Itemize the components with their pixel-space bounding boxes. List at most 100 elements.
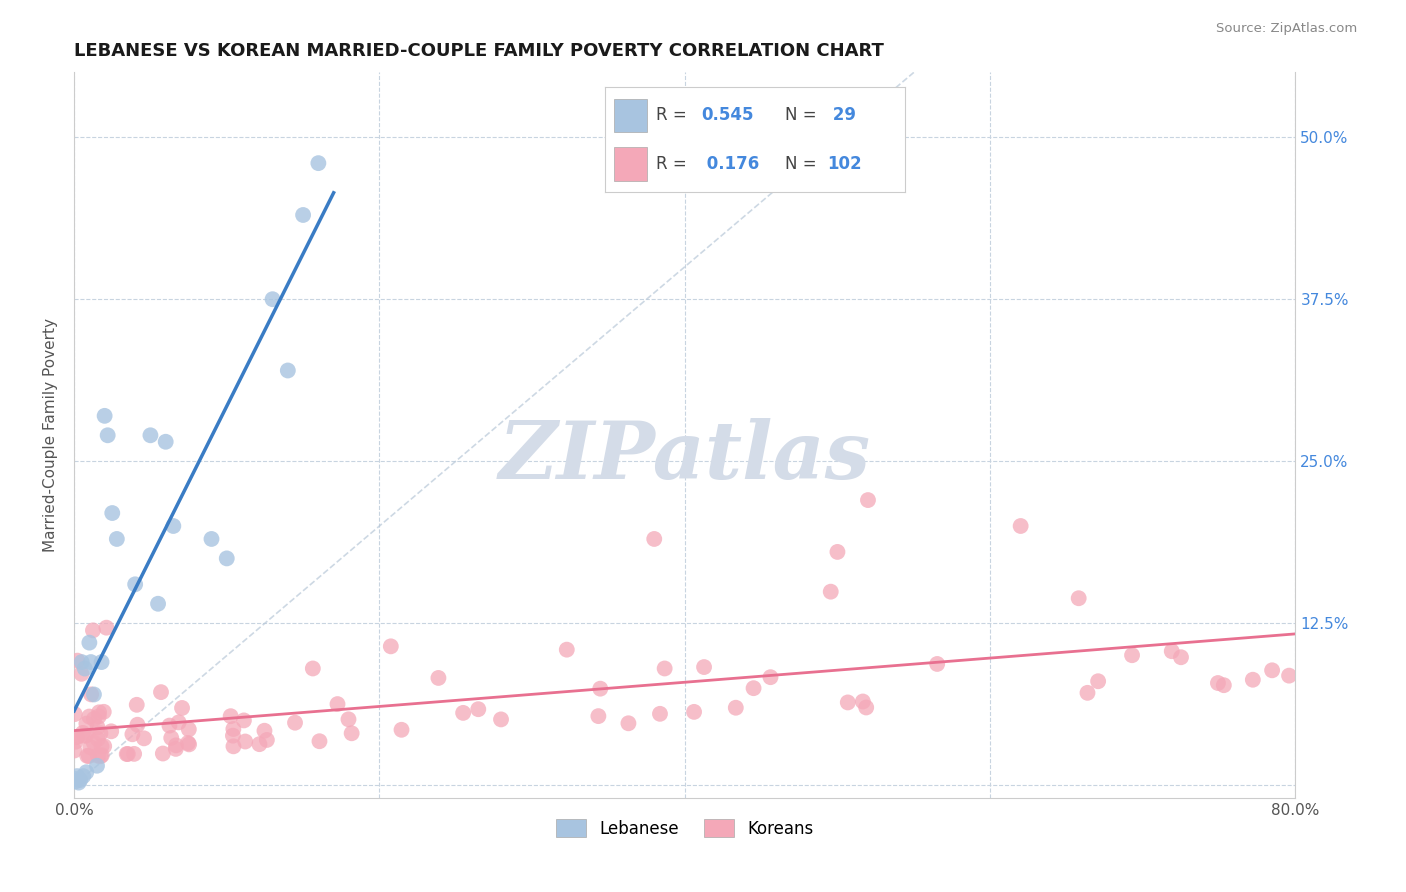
- Point: [167, 715, 190, 730]
- Y-axis label: Married-Couple Family Poverty: Married-Couple Family Poverty: [44, 318, 58, 552]
- Point: [139, 428, 162, 442]
- Point: [122, 747, 145, 761]
- Point: [72, 726, 94, 740]
- Point: [249, 737, 271, 751]
- Point: [80, 655, 103, 669]
- Point: [105, 532, 128, 546]
- Point: [77, 709, 100, 723]
- Point: [232, 714, 254, 728]
- Point: [69, 772, 91, 787]
- Point: [65, 774, 87, 789]
- Point: [855, 700, 877, 714]
- Point: [72, 769, 94, 783]
- Point: [683, 705, 706, 719]
- Point: [391, 723, 413, 737]
- Point: [160, 731, 183, 745]
- Point: [724, 700, 747, 714]
- Point: [66, 730, 89, 744]
- Point: [65, 730, 87, 744]
- Point: [93, 409, 115, 423]
- Point: [1067, 591, 1090, 606]
- Point: [820, 584, 842, 599]
- Text: Source: ZipAtlas.com: Source: ZipAtlas.com: [1216, 22, 1357, 36]
- Point: [155, 434, 177, 449]
- Point: [308, 734, 330, 748]
- Point: [827, 545, 849, 559]
- Point: [340, 726, 363, 740]
- Point: [301, 661, 323, 675]
- Point: [222, 722, 245, 736]
- Point: [856, 493, 879, 508]
- Point: [66, 769, 89, 783]
- Point: [76, 748, 98, 763]
- Point: [77, 749, 100, 764]
- Point: [79, 740, 101, 755]
- Point: [589, 681, 612, 696]
- Point: [75, 765, 97, 780]
- Point: [177, 736, 200, 750]
- Point: [67, 775, 90, 789]
- Point: [86, 758, 108, 772]
- Point: [90, 655, 112, 669]
- Point: [79, 635, 101, 649]
- Point: [326, 697, 349, 711]
- Point: [73, 729, 96, 743]
- Point: [1160, 644, 1182, 658]
- Point: [617, 716, 640, 731]
- Point: [165, 739, 187, 753]
- Point: [1241, 673, 1264, 687]
- Point: [588, 709, 610, 723]
- Point: [165, 742, 187, 756]
- Point: [1121, 648, 1143, 663]
- Point: [262, 292, 284, 306]
- Point: [215, 551, 238, 566]
- Point: [233, 734, 256, 748]
- Point: [837, 695, 859, 709]
- Point: [117, 747, 139, 761]
- Point: [83, 736, 105, 750]
- Point: [852, 694, 875, 708]
- Point: [451, 706, 474, 720]
- Point: [89, 726, 111, 740]
- Point: [1278, 668, 1301, 682]
- Point: [177, 737, 200, 751]
- Point: [115, 747, 138, 761]
- Point: [83, 688, 105, 702]
- Point: [170, 701, 193, 715]
- Point: [654, 661, 676, 675]
- Point: [427, 671, 450, 685]
- Point: [1170, 650, 1192, 665]
- Point: [284, 715, 307, 730]
- Point: [93, 705, 115, 719]
- Point: [489, 713, 512, 727]
- Point: [97, 428, 120, 442]
- Point: [380, 640, 402, 654]
- Point: [150, 685, 173, 699]
- Text: ZIPatlas: ZIPatlas: [499, 418, 870, 496]
- Point: [337, 712, 360, 726]
- Point: [63, 743, 86, 757]
- Point: [86, 720, 108, 734]
- Text: LEBANESE VS KOREAN MARRIED-COUPLE FAMILY POVERTY CORRELATION CHART: LEBANESE VS KOREAN MARRIED-COUPLE FAMILY…: [75, 42, 884, 60]
- Point: [1261, 663, 1284, 677]
- Point: [256, 733, 278, 747]
- Point: [70, 655, 93, 669]
- Point: [82, 624, 104, 638]
- Point: [80, 687, 103, 701]
- Point: [152, 747, 174, 761]
- Point: [200, 532, 222, 546]
- Point: [96, 621, 118, 635]
- Point: [222, 729, 245, 743]
- Point: [693, 660, 716, 674]
- Point: [253, 723, 276, 738]
- Point: [125, 698, 148, 712]
- Point: [73, 661, 96, 675]
- Point: [1076, 686, 1098, 700]
- Point: [1212, 678, 1234, 692]
- Point: [177, 723, 200, 737]
- Point: [555, 642, 578, 657]
- Point: [222, 739, 245, 754]
- Point: [100, 724, 122, 739]
- Point: [66, 654, 89, 668]
- Point: [65, 735, 87, 749]
